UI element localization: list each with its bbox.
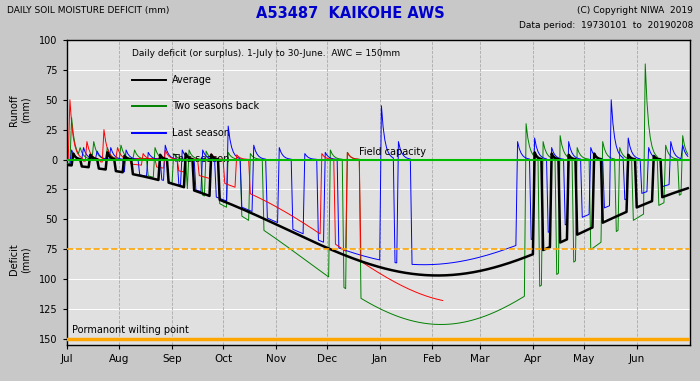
Text: Last season: Last season bbox=[172, 128, 230, 138]
Text: Data period:  19730101  to  20190208: Data period: 19730101 to 20190208 bbox=[519, 21, 693, 30]
Text: DAILY SOIL MOISTURE DEFICIT (mm): DAILY SOIL MOISTURE DEFICIT (mm) bbox=[7, 6, 169, 15]
Text: Daily deficit (or surplus). 1-July to 30-June.  AWC = 150mm: Daily deficit (or surplus). 1-July to 30… bbox=[132, 49, 400, 58]
Text: This season: This season bbox=[172, 154, 230, 164]
Text: A53487  KAIKOHE AWS: A53487 KAIKOHE AWS bbox=[256, 6, 444, 21]
Text: Pormanont wilting point: Pormanont wilting point bbox=[71, 325, 188, 335]
Text: Field capacity: Field capacity bbox=[359, 147, 426, 157]
Text: Deficit
(mm): Deficit (mm) bbox=[9, 243, 31, 275]
Text: Runoff
(mm): Runoff (mm) bbox=[9, 94, 31, 126]
Text: (C) Copyright NIWA  2019: (C) Copyright NIWA 2019 bbox=[577, 6, 693, 15]
Text: Average: Average bbox=[172, 75, 212, 85]
Text: Two seasons back: Two seasons back bbox=[172, 101, 260, 111]
